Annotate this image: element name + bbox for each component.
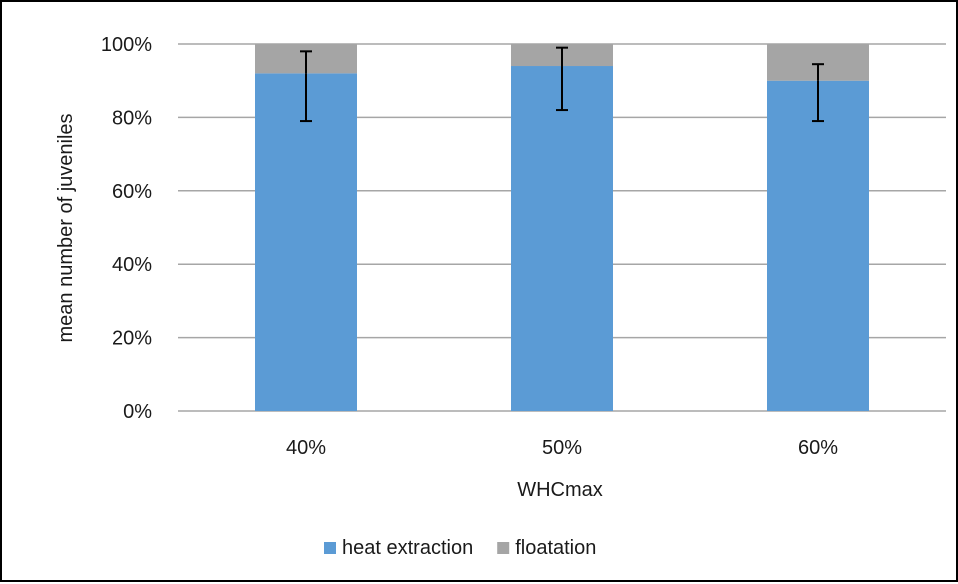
error-bars bbox=[300, 46, 824, 123]
y-tick-label: 80% bbox=[112, 107, 152, 129]
y-tick-label: 60% bbox=[112, 181, 152, 203]
x-axis-label: WHCmax bbox=[517, 479, 603, 501]
legend: heat extraction floatation bbox=[324, 537, 596, 559]
bar-heat-extraction-1 bbox=[255, 73, 357, 412]
bars bbox=[255, 44, 869, 412]
legend-swatch bbox=[497, 542, 510, 554]
y-axis-label: mean number of juveniles bbox=[55, 113, 77, 342]
legend-swatch bbox=[324, 542, 336, 554]
y-tick-labels: 0% 20% 40% 60% 80% 100% bbox=[101, 34, 152, 423]
y-tick-label: 40% bbox=[112, 254, 152, 276]
legend-label: floatation bbox=[515, 537, 596, 559]
y-tick-label: 0% bbox=[123, 401, 152, 423]
x-tick-label: 60% bbox=[798, 437, 838, 459]
legend-label: heat extraction bbox=[342, 537, 473, 559]
y-tick-label: 20% bbox=[112, 328, 152, 350]
bar-heat-extraction-3 bbox=[767, 80, 869, 411]
bar-heat-extraction-2 bbox=[511, 66, 613, 412]
x-tick-label: 50% bbox=[542, 437, 582, 459]
x-tick-label: 40% bbox=[286, 437, 326, 459]
y-tick-label: 100% bbox=[101, 34, 152, 56]
x-tick-labels: 40% 50% 60% bbox=[286, 437, 838, 459]
